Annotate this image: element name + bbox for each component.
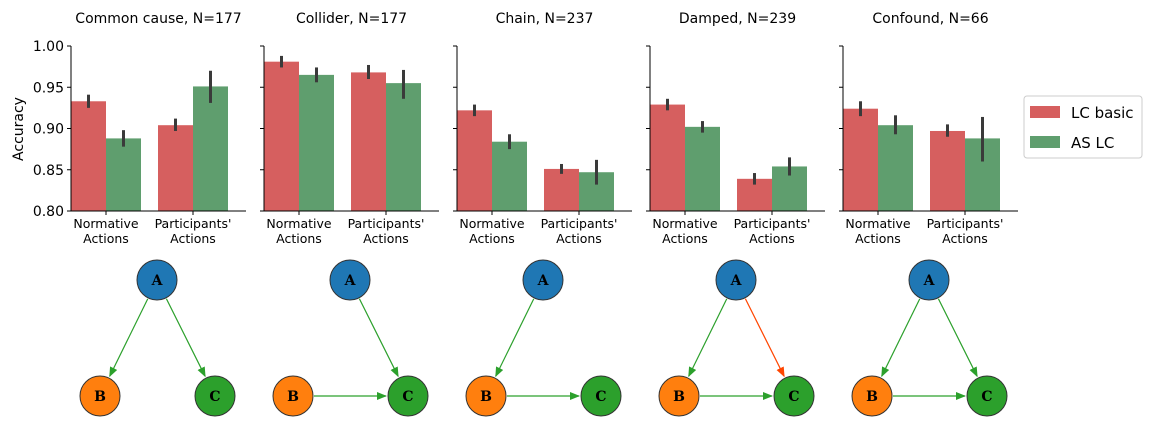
causal-graph: A B C (79, 259, 236, 417)
panel-2: Collider, N=177 Normative Actions Participa… (260, 11, 439, 417)
causal-graph: A B C (465, 259, 622, 417)
node-c (194, 375, 236, 417)
edge-a-c (358, 298, 399, 378)
x-tick-label: Normative Actions (845, 216, 911, 246)
y-tick-label: 1.00 (33, 39, 64, 55)
edge-a-b (688, 298, 728, 378)
node-c (966, 375, 1008, 417)
panel-3: Chain, N=237 Normative Actions Participants… (453, 11, 632, 417)
panel-title: Common cause, N=177 (75, 11, 241, 27)
edge-a-c (744, 298, 785, 378)
node-c (387, 375, 429, 417)
node-label: A (923, 273, 936, 289)
y-axis-label: Accuracy (11, 97, 27, 161)
causal-graph: A B C (658, 259, 815, 417)
node-label: C (402, 389, 413, 405)
y-tick-label: 0.85 (33, 163, 64, 179)
causal-graph: A B C (272, 259, 429, 417)
node-label: A (730, 273, 743, 289)
causal-graph: A B C (851, 259, 1008, 417)
node-b (272, 375, 314, 417)
panel-title: Damped, N=239 (679, 11, 796, 27)
edge-a-c (937, 298, 978, 378)
legend-label: AS LC (1071, 134, 1114, 152)
legend: LC basic AS LC (1023, 95, 1143, 159)
bar-as-lc-1 (492, 141, 527, 211)
node-label: B (673, 389, 685, 405)
edge-a-c (165, 298, 206, 378)
bar-as-lc-1 (878, 125, 913, 211)
bar-lc-basic-1 (650, 104, 685, 211)
node-label: C (981, 389, 992, 405)
node-label: B (94, 389, 106, 405)
y-tick-label: 0.80 (33, 204, 64, 220)
node-label: C (209, 389, 220, 405)
node-b (465, 375, 507, 417)
node-b (658, 375, 700, 417)
legend-label: LC basic (1071, 104, 1134, 122)
node-label: B (287, 389, 299, 405)
x-tick-label: Participants' Actions (734, 216, 811, 246)
legend-swatch (1030, 106, 1060, 118)
panel-1: Common cause, N=177 0.80 0.85 0.90 0.95 1.00 N… (11, 11, 246, 417)
bar-lc-basic-2 (544, 168, 579, 211)
node-label: A (151, 273, 164, 289)
panel-title: Collider, N=177 (296, 11, 407, 27)
node-a (522, 259, 564, 301)
edge-a-b (495, 298, 535, 378)
bar-lc-basic-1 (457, 110, 492, 211)
node-a (136, 259, 178, 301)
y-tick-label: 0.90 (33, 122, 64, 138)
x-tick-label: Participants' Actions (155, 216, 232, 246)
bar-lc-basic-1 (71, 101, 106, 211)
node-a (715, 259, 757, 301)
legend-swatch (1030, 136, 1060, 148)
edge-a-b (109, 298, 149, 378)
bar-as-lc-2 (386, 83, 421, 211)
panel-4: Damped, N=239 Normative Actions Participant… (646, 11, 825, 417)
node-label: B (480, 389, 492, 405)
x-tick-label: Participants' Actions (348, 216, 425, 246)
bar-as-lc-1 (299, 74, 334, 211)
x-tick-label: Normative Actions (73, 216, 139, 246)
node-b (851, 375, 893, 417)
bar-lc-basic-1 (264, 61, 299, 211)
node-b (79, 375, 121, 417)
bar-lc-basic-2 (158, 125, 193, 211)
node-a (908, 259, 950, 301)
panel-title: Confound, N=66 (872, 11, 988, 27)
panel-5: Confound, N=66 Normative Actions Participan… (839, 11, 1018, 417)
bar-as-lc-1 (106, 138, 141, 211)
node-c (580, 375, 622, 417)
x-tick-label: Normative Actions (652, 216, 718, 246)
bar-as-lc-2 (193, 86, 228, 211)
bar-lc-basic-1 (843, 108, 878, 211)
node-label: A (344, 273, 357, 289)
node-label: C (788, 389, 799, 405)
panel-title: Chain, N=237 (496, 11, 594, 27)
bar-lc-basic-2 (351, 72, 386, 212)
bar-as-lc-1 (685, 126, 720, 211)
x-tick-label: Participants' Actions (927, 216, 1004, 246)
node-c (773, 375, 815, 417)
y-tick-label: 0.95 (33, 80, 64, 96)
x-tick-label: Normative Actions (459, 216, 525, 246)
bar-lc-basic-2 (930, 130, 965, 211)
node-label: B (866, 389, 878, 405)
node-a (329, 259, 371, 301)
x-tick-label: Normative Actions (266, 216, 332, 246)
node-label: C (595, 389, 606, 405)
x-tick-label: Participants' Actions (541, 216, 618, 246)
node-label: A (537, 273, 550, 289)
edge-a-b (881, 298, 921, 378)
